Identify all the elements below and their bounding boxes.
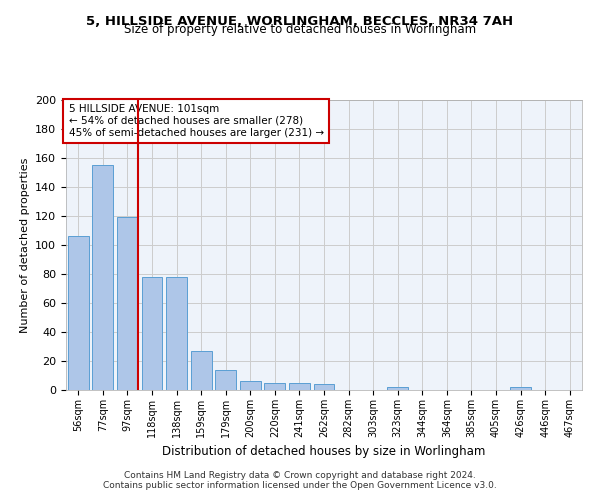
Bar	[314, 384, 334, 390]
Bar	[117, 218, 138, 390]
Bar	[265, 383, 286, 390]
Bar	[289, 383, 310, 390]
Text: 5, HILLSIDE AVENUE, WORLINGHAM, BECCLES, NR34 7AH: 5, HILLSIDE AVENUE, WORLINGHAM, BECCLES,…	[86, 15, 514, 28]
Text: Size of property relative to detached houses in Worlingham: Size of property relative to detached ho…	[124, 22, 476, 36]
Bar	[166, 277, 187, 390]
Text: Contains HM Land Registry data © Crown copyright and database right 2024.
Contai: Contains HM Land Registry data © Crown c…	[103, 470, 497, 490]
Bar	[191, 351, 212, 390]
Bar	[68, 236, 89, 390]
Text: 5 HILLSIDE AVENUE: 101sqm
← 54% of detached houses are smaller (278)
45% of semi: 5 HILLSIDE AVENUE: 101sqm ← 54% of detac…	[68, 104, 324, 138]
Bar	[92, 165, 113, 390]
Y-axis label: Number of detached properties: Number of detached properties	[20, 158, 29, 332]
Bar	[510, 387, 531, 390]
Bar	[387, 387, 408, 390]
Bar	[142, 277, 163, 390]
Bar	[240, 382, 261, 390]
Bar	[215, 370, 236, 390]
X-axis label: Distribution of detached houses by size in Worlingham: Distribution of detached houses by size …	[163, 446, 485, 458]
